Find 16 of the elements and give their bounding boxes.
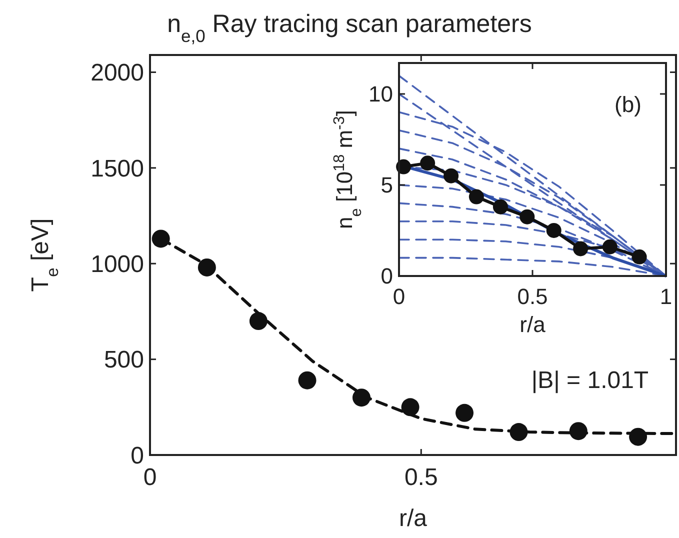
- y-tick-label: 0: [380, 264, 393, 289]
- x-axis-title: r/a: [520, 312, 546, 337]
- y-tick-label: 10: [368, 82, 393, 107]
- x-axis-title: r/a: [398, 505, 428, 532]
- y-tick-label: 0: [130, 442, 144, 470]
- x-tick-label: 0.5: [517, 284, 548, 309]
- annotation: (b): [614, 92, 642, 117]
- y-tick-label: 1500: [90, 155, 144, 182]
- x-tick-label: 0.5: [404, 464, 438, 491]
- y-tick-label: 1000: [90, 251, 144, 278]
- annotation: |B| = 1.01T: [531, 367, 649, 394]
- y-tick-label: 2000: [90, 60, 144, 87]
- x-tick-label: 1: [660, 284, 672, 309]
- y-tick-label: 5: [380, 172, 393, 198]
- chart-title: n$_{e,0}$ Ray tracing scan parameters: [167, 10, 532, 46]
- y-tick-label: 500: [104, 346, 144, 374]
